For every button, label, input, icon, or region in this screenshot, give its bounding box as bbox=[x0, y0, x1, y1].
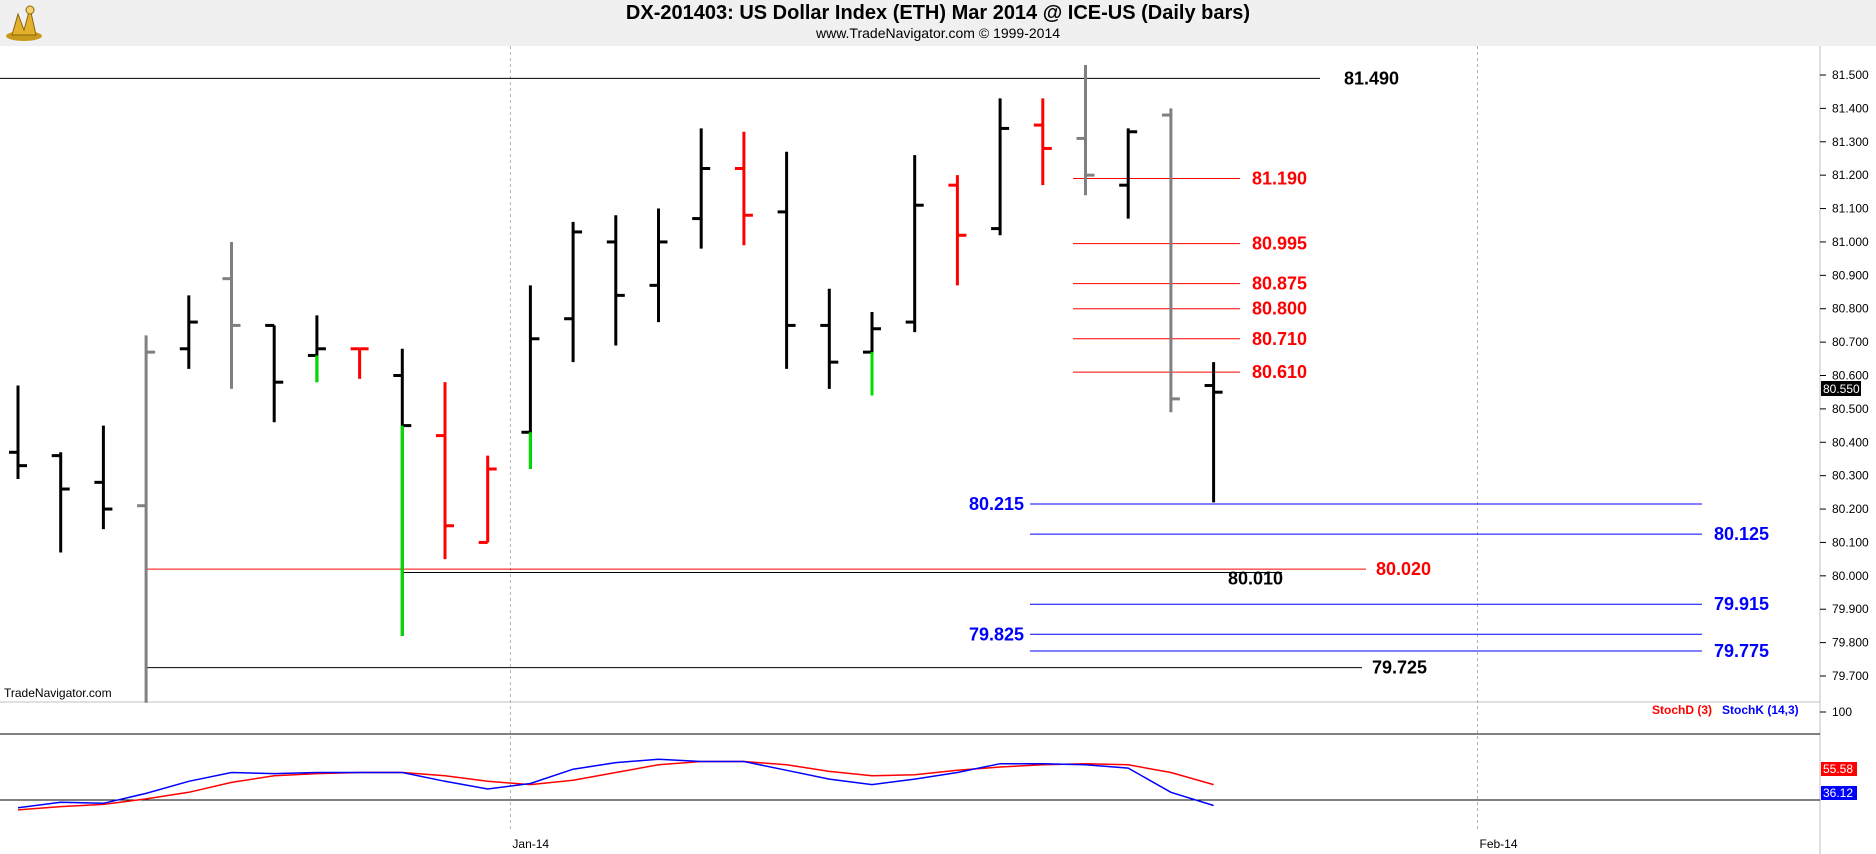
ohlc-bar bbox=[692, 128, 711, 249]
y-tick-label: 80.500 bbox=[1832, 402, 1869, 416]
ohlc-bar bbox=[179, 295, 198, 369]
ohlc-bar bbox=[1076, 64, 1095, 196]
y-tick-label: 80.700 bbox=[1832, 335, 1869, 349]
svg-text:80.550: 80.550 bbox=[1823, 382, 1860, 396]
ohlc-bar bbox=[606, 215, 625, 346]
svg-text:55.58: 55.58 bbox=[1823, 762, 1853, 776]
stochastic-panel: 100 StochD (3) StochK (14,3) 55.58 36.12 bbox=[0, 703, 1857, 811]
stoch-y-tick-label: 100 bbox=[1832, 705, 1852, 719]
y-tick-label: 80.400 bbox=[1832, 435, 1869, 449]
ohlc-bar bbox=[734, 131, 753, 246]
y-tick-label: 81.000 bbox=[1832, 235, 1869, 249]
y-tick-label: 81.100 bbox=[1832, 202, 1869, 216]
level-label: 80.800 bbox=[1252, 299, 1307, 319]
watermark: TradeNavigator.com bbox=[4, 686, 112, 700]
ohlc-bar bbox=[948, 175, 967, 286]
y-tick-label: 80.000 bbox=[1832, 569, 1869, 583]
level-label: 80.125 bbox=[1714, 524, 1769, 544]
level-label: 79.915 bbox=[1714, 594, 1769, 614]
legend-stoch-k: StochK (14,3) bbox=[1722, 703, 1799, 717]
level-label: 81.190 bbox=[1252, 169, 1307, 189]
x-tick-label: Feb-14 bbox=[1480, 837, 1518, 851]
y-tick-label: 80.800 bbox=[1832, 302, 1869, 316]
ohlc-bar bbox=[393, 348, 412, 636]
ohlc-bar bbox=[265, 323, 284, 423]
level-label: 80.610 bbox=[1252, 362, 1307, 382]
y-tick-label: 81.200 bbox=[1832, 168, 1869, 182]
y-tick-label: 80.200 bbox=[1832, 502, 1869, 516]
stoch-k-last-badge: 36.12 bbox=[1821, 786, 1857, 800]
y-tick-label: 79.900 bbox=[1832, 602, 1869, 616]
y-tick-label: 81.400 bbox=[1832, 101, 1869, 115]
y-tick-label: 80.100 bbox=[1832, 535, 1869, 549]
level-label: 80.875 bbox=[1252, 274, 1307, 294]
price-panel: 81.490 81.190 80.995 80.875 80.800 80.710 80.6… bbox=[0, 46, 1869, 854]
ohlc-bar bbox=[478, 455, 497, 544]
legend-stoch-d: StochD (3) bbox=[1652, 703, 1712, 717]
level-label: 80.215 bbox=[969, 494, 1024, 514]
ohlc-bar bbox=[1033, 98, 1052, 186]
ohlc-bar bbox=[350, 347, 369, 379]
chart-subtitle: www.TradeNavigator.com © 1999-2014 bbox=[815, 25, 1061, 41]
ohlc-bar bbox=[222, 241, 241, 389]
y-tick-label: 81.500 bbox=[1832, 68, 1869, 82]
y-tick-label: 80.300 bbox=[1832, 469, 1869, 483]
ohlc-bar bbox=[94, 425, 113, 530]
ohlc-bar bbox=[521, 285, 540, 469]
ohlc-bar bbox=[137, 335, 156, 703]
y-tick-label: 81.300 bbox=[1832, 135, 1869, 149]
ohlc-bar bbox=[1204, 362, 1223, 503]
stoch-d-last-badge: 55.58 bbox=[1821, 762, 1857, 776]
svg-text:36.12: 36.12 bbox=[1823, 786, 1853, 800]
ohlc-bar bbox=[564, 221, 583, 363]
ohlc-bar bbox=[820, 288, 839, 389]
stoch-d-line bbox=[17, 760, 1214, 811]
x-tick-label: Jan-14 bbox=[512, 837, 549, 851]
ohlc-bar bbox=[1119, 128, 1138, 219]
ohlc-bar bbox=[436, 382, 454, 560]
last-price-badge: 80.550 bbox=[1821, 381, 1861, 396]
y-tick-label: 79.700 bbox=[1832, 669, 1869, 683]
ohlc-bar bbox=[9, 385, 27, 480]
level-label: 79.725 bbox=[1372, 658, 1427, 678]
ohlc-bar bbox=[649, 208, 668, 323]
chart-header bbox=[0, 0, 1876, 46]
ohlc-bar bbox=[307, 315, 326, 383]
level-label: 80.020 bbox=[1376, 559, 1431, 579]
level-label: 80.995 bbox=[1252, 234, 1307, 254]
y-tick-label: 79.800 bbox=[1832, 636, 1869, 650]
level-label: 80.010 bbox=[1228, 568, 1283, 588]
ohlc-bar bbox=[777, 151, 796, 369]
stoch-k-line bbox=[17, 758, 1214, 809]
ohlc-bar bbox=[991, 98, 1010, 236]
y-tick-label: 80.600 bbox=[1832, 369, 1869, 383]
ohlc-bar bbox=[905, 155, 924, 333]
ohlc-bar bbox=[1161, 108, 1180, 413]
level-label: 81.490 bbox=[1344, 68, 1399, 88]
ohlc-bar bbox=[863, 312, 881, 396]
chart-title: DX-201403: US Dollar Index (ETH) Mar 201… bbox=[625, 2, 1251, 24]
level-label: 79.825 bbox=[969, 624, 1024, 644]
ohlc-bar bbox=[51, 452, 70, 553]
trade-navigator-logo-icon bbox=[6, 5, 42, 41]
level-label: 80.710 bbox=[1252, 329, 1307, 349]
level-label: 79.775 bbox=[1714, 641, 1769, 661]
y-tick-label: 80.900 bbox=[1832, 268, 1869, 282]
